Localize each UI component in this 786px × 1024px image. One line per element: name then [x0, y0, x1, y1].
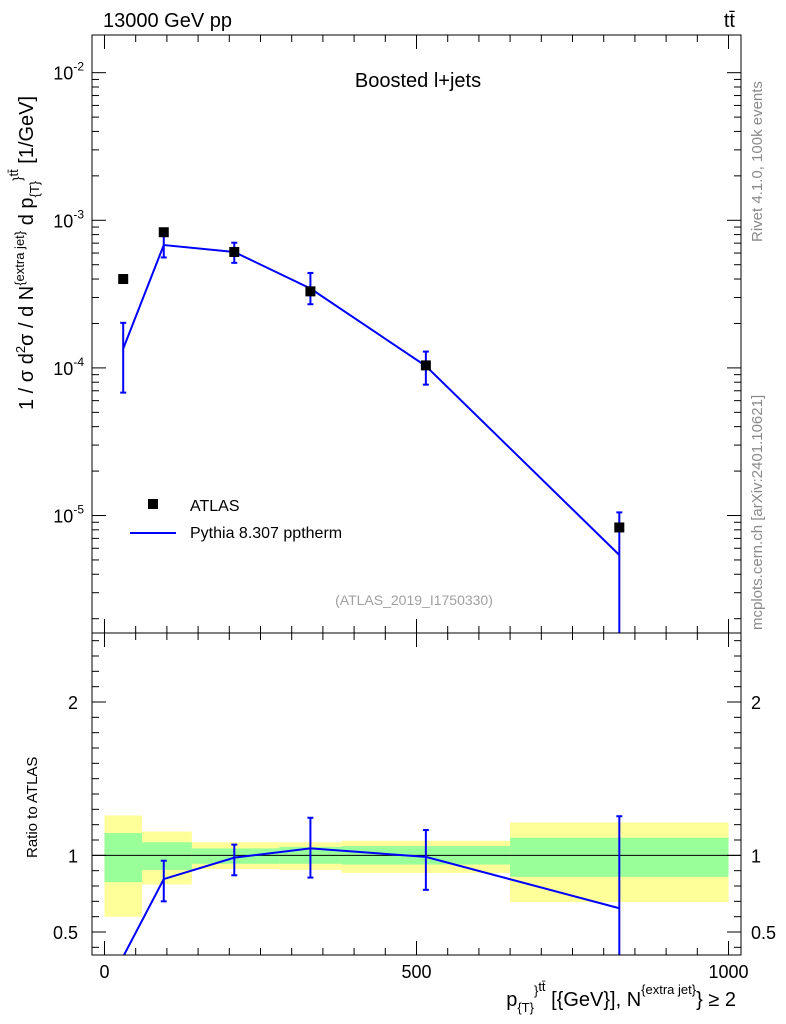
ratio-mc-line: [123, 847, 620, 956]
main-plot-frame: [91, 34, 742, 634]
data-point: [614, 522, 625, 533]
ratio-plot-panel: 0.5 0.5 1 1 2 2 0 500 1000 Ratio to ATLAS p{T}}t…: [24, 632, 776, 1015]
energy-label: 13000 GeV pp: [103, 10, 232, 32]
ratio-inner-band: [141, 842, 192, 870]
process-label: tt̄: [724, 10, 736, 32]
mc-line: [122, 243, 621, 556]
x-tick-label: 0: [99, 962, 109, 982]
main-y-tick-label: 10-5: [53, 503, 84, 527]
ratio-plot-frame: [91, 632, 742, 956]
ratio-y-tick-label-left: 0.5: [53, 923, 78, 943]
main-plot-panel: Boosted l+jets (ATLAS_2019_I1750330) 10-…: [6, 34, 742, 634]
legend: ATLAS Pythia 8.307 pptherm: [130, 498, 342, 542]
data-point: [229, 246, 240, 257]
x-tick-label: 1000: [708, 962, 748, 982]
legend-atlas-label: ATLAS: [190, 498, 240, 515]
main-y-tick-label: 10-3: [53, 207, 84, 231]
data-point: [118, 274, 129, 285]
x-axis-label: p{T}}tt̄ [{GeV}], N{extra jet}} ≥ 2: [506, 979, 736, 1015]
main-y-tick-label: 10-2: [53, 60, 84, 84]
ratio-y-tick-label-right: 0.5: [751, 923, 776, 943]
legend-mc-label: Pythia 8.307 pptherm: [190, 525, 342, 542]
ratio-y-tick-label-right: 2: [751, 693, 761, 713]
ratio-y-tick-label-left: 2: [68, 693, 78, 713]
main-y-axis-label: 1 / σ d2σ / d N{extra jet} d p{T}}tt̄ [1…: [6, 96, 42, 410]
ratio-inner-band: [104, 833, 142, 883]
data-point: [158, 227, 169, 238]
rivet-label: Rivet 4.1.0, 100k events: [749, 81, 766, 242]
ratio-y-tick-label-right: 1: [751, 846, 761, 866]
data-point: [305, 286, 316, 297]
analysis-label: (ATLAS_2019_I1750330): [335, 592, 493, 608]
ratio-y-axis-label: Ratio to ATLAS: [24, 757, 41, 858]
ratio-inner-band: [191, 848, 280, 864]
main-y-tick-label: 10-4: [53, 355, 84, 379]
source-label: mcplots.cern.ch [arXiv:2401.10621]: [749, 395, 766, 630]
x-tick-label: 500: [401, 962, 431, 982]
data-point: [420, 360, 431, 371]
plot-title: Boosted l+jets: [355, 70, 481, 92]
ratio-y-tick-label-left: 1: [68, 846, 78, 866]
legend-data-marker: [148, 499, 158, 509]
